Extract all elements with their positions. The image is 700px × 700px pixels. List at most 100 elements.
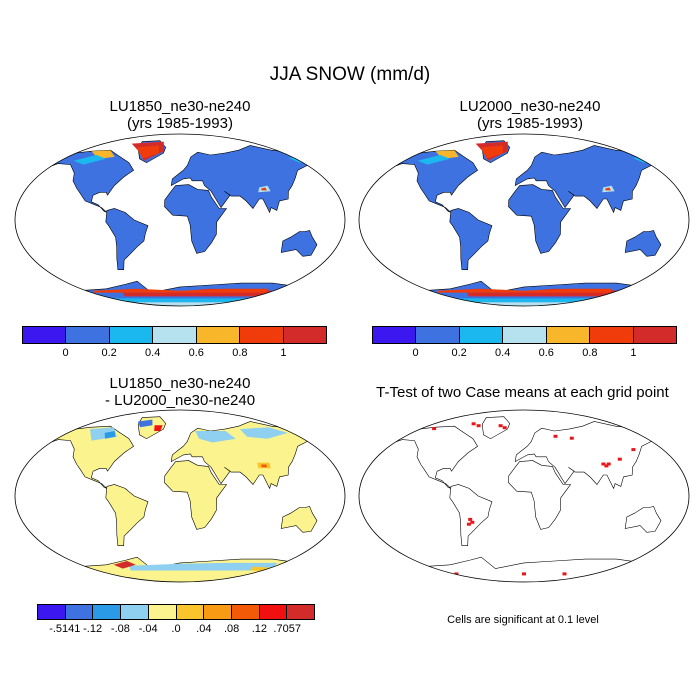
- colorbar-tick-label: -.08: [110, 623, 130, 635]
- colorbar-labels-lu1850: 0 0.2 0.4 0.6 0.8 1: [22, 347, 327, 361]
- colorbar-tick-label: 0.4: [145, 347, 161, 359]
- continent-australia: [280, 506, 318, 533]
- snow-field-region: [73, 155, 106, 165]
- colorbar-tick-label: 1: [280, 347, 287, 359]
- colorbar-tick-label: 0.6: [188, 347, 204, 359]
- continent-south-america: [105, 208, 149, 270]
- significant-cell: [601, 462, 606, 466]
- continent-europe-asia: [170, 145, 321, 214]
- continent-south-america: [105, 484, 149, 546]
- colorbar-swatch: [148, 605, 177, 619]
- snow-field-region: [154, 425, 163, 431]
- continent-north-america: [391, 149, 479, 213]
- colorbar-swatch: [373, 327, 417, 343]
- significant-cell: [466, 522, 471, 526]
- snow-field-region: [261, 187, 267, 191]
- colorbar-swatch: [176, 605, 205, 619]
- colorbar-tick-label: 0.8: [232, 347, 248, 359]
- snow-field-region: [481, 145, 503, 159]
- significant-cell: [604, 464, 609, 468]
- significant-cell: [470, 520, 475, 524]
- figure-title: JJA SNOW (mm/d): [269, 64, 431, 85]
- colorbar-lu1850: [22, 326, 327, 344]
- continent-south-america: [449, 208, 493, 270]
- colorbar-tick-label: 1: [630, 347, 637, 359]
- snow-field-region: [605, 187, 611, 191]
- continent-north-america: [47, 149, 135, 213]
- significant-cell: [631, 448, 636, 452]
- colorbar-tick-label: .7057: [273, 623, 301, 635]
- significant-cell: [522, 572, 526, 576]
- significant-cell: [498, 424, 503, 428]
- colorbar-labels-difference: -.5141 -.12 -.08 -.04 .0 .04 .08 .12 .7057: [37, 623, 315, 637]
- continent-europe-asia: [514, 145, 665, 214]
- continent-north-america: [391, 425, 479, 489]
- colorbar-swatch: [633, 327, 676, 343]
- snow-field-region: [49, 566, 91, 573]
- continent-greenland: [481, 416, 511, 440]
- colorbar-tick-label: 0.2: [451, 347, 467, 359]
- significant-cell: [617, 457, 622, 461]
- snow-field-region: [137, 419, 153, 428]
- significant-cell: [569, 436, 574, 440]
- significant-cell: [476, 424, 481, 428]
- snow-field-region: [195, 431, 236, 443]
- colorbar-difference: [37, 604, 315, 620]
- snow-field-region: [70, 302, 297, 306]
- snow-field-region: [261, 464, 267, 468]
- significant-cell: [616, 572, 621, 576]
- significant-cell: [454, 572, 459, 576]
- colorbar-swatch: [153, 327, 197, 343]
- colorbar-tick-label: 0: [62, 347, 69, 359]
- colorbar-tick-label: -.04: [138, 623, 158, 635]
- continent-europe-asia: [514, 421, 665, 490]
- colorbar-swatch: [287, 605, 315, 619]
- snow-field-region: [414, 302, 641, 306]
- colorbar-lu2000: [372, 326, 677, 344]
- map-lu1850: [14, 133, 346, 307]
- colorbar-tick-label: -.5141: [49, 623, 81, 635]
- map-border: [14, 409, 346, 583]
- significant-cell: [606, 462, 611, 466]
- colorbar-tick-label: .12: [251, 623, 268, 635]
- colorbar-swatch: [503, 327, 547, 343]
- colorbar-tick-label: 0.4: [495, 347, 511, 359]
- colorbar-swatch: [204, 605, 232, 619]
- continent-africa: [164, 460, 228, 530]
- colorbar-swatch: [196, 327, 241, 343]
- colorbar-swatch: [66, 327, 110, 343]
- colorbar-swatch: [416, 327, 460, 343]
- colorbar-tick-label: 0.6: [538, 347, 554, 359]
- continent-africa: [508, 460, 572, 530]
- colorbar-tick-label: .0: [171, 623, 181, 635]
- significant-cell: [468, 517, 473, 521]
- colorbar-swatch: [240, 327, 284, 343]
- colorbar-swatch: [546, 327, 591, 343]
- colorbar-swatch: [231, 605, 260, 619]
- snow-field-region: [113, 561, 136, 569]
- continent-north-america: [47, 425, 135, 489]
- panel-title-ttest: T-Test of two Case means at each grid po…: [376, 384, 669, 401]
- colorbar-swatch: [65, 605, 94, 619]
- colorbar-tick-label: 0: [412, 347, 419, 359]
- significant-cell: [553, 434, 558, 438]
- map-border: [14, 133, 346, 307]
- significant-cell: [420, 572, 425, 576]
- continent-south-america: [449, 484, 493, 546]
- continent-australia: [280, 230, 318, 257]
- colorbar-swatch: [121, 605, 149, 619]
- continent-australia: [624, 230, 662, 257]
- continent-africa: [508, 184, 572, 254]
- snow-field-region: [137, 145, 159, 159]
- colorbar-swatch: [259, 605, 288, 619]
- significant-cell: [562, 572, 567, 576]
- significant-cell: [471, 422, 476, 426]
- colorbar-swatch: [459, 327, 504, 343]
- colorbar-tick-label: 0.2: [101, 347, 117, 359]
- panel-title-lu1850: LU1850_ne30-ne240 (yrs 1985-1993): [109, 98, 251, 132]
- map-ttest: [358, 409, 690, 583]
- colorbar-swatch: [38, 605, 66, 619]
- map-lu2000: [358, 133, 690, 307]
- significant-cell: [432, 427, 437, 431]
- snow-field-region: [92, 288, 269, 293]
